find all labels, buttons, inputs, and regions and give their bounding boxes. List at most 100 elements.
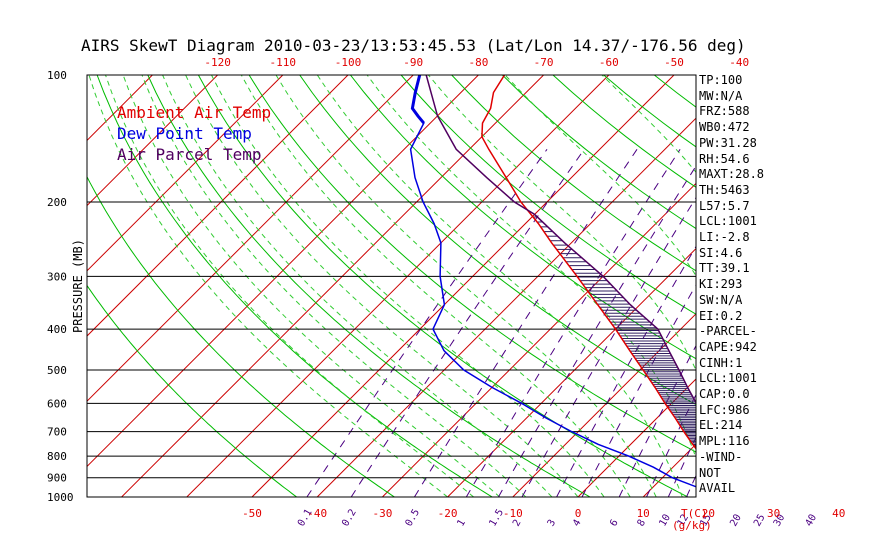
- dry-adiabat-line: [87, 284, 298, 497]
- legend: Ambient Air Temp Dew Point Temp Air Parc…: [117, 103, 271, 164]
- pressure-tick-label: 400: [47, 323, 67, 336]
- mixing-ratio-tick-label: 3: [546, 518, 559, 529]
- temp-tick-label-bottom: -20: [438, 507, 458, 520]
- stability-index-item: LCL:1001: [699, 371, 757, 386]
- mixing-ratio-tick-label: 25: [752, 513, 768, 529]
- pressure-tick-label: 1000: [47, 491, 74, 504]
- legend-ambient: Ambient Air Temp: [117, 103, 271, 122]
- temp-tick-label-top: -60: [599, 56, 619, 69]
- moist-adiabat-line: [504, 75, 696, 277]
- isotherm-line: [87, 75, 218, 207]
- moist-adiabat-line: [865, 75, 870, 497]
- stability-index-item: FRZ:588: [699, 104, 750, 119]
- parcel-line: [425, 75, 696, 405]
- dewpoint-line: [409, 75, 696, 488]
- stability-index-item: RH:54.6: [699, 151, 750, 166]
- mixing-ratio-line: [350, 149, 585, 497]
- legend-dewpoint: Dew Point Temp: [117, 124, 252, 143]
- mixing-ratio-line: [521, 196, 696, 497]
- mixing-ratio-tick-label: 6: [608, 518, 621, 529]
- stability-index-item: MPL:116: [699, 434, 750, 449]
- mixing-ratio-line: [306, 149, 548, 497]
- pressure-tick-label: 100: [47, 69, 67, 82]
- temp-tick-label-top: -50: [664, 56, 684, 69]
- temp-tick-label-bottom: 40: [832, 507, 845, 520]
- stability-index-item: TT:39.1: [699, 261, 750, 276]
- pressure-tick-label: 500: [47, 364, 67, 377]
- isotherm-line: [87, 75, 349, 337]
- isotherm-line: [87, 75, 284, 272]
- stability-index-item: SW:N/A: [699, 292, 743, 307]
- isotherm-line: [87, 75, 479, 468]
- temp-tick-label-top: -40: [729, 56, 749, 69]
- moist-adiabat-line: [211, 75, 605, 497]
- stability-index-item: EI:0.2: [699, 308, 743, 323]
- temp-tick-label-top: -80: [468, 56, 488, 69]
- stability-index-item: MW:N/A: [699, 88, 743, 103]
- temp-tick-label-top: -120: [204, 56, 231, 69]
- stability-index-item: L57:5.7: [699, 198, 750, 213]
- dry-adiabat-line: [248, 75, 696, 453]
- stability-index-item: CAPE:942: [699, 339, 757, 354]
- temp-tick-label-bottom: -10: [503, 507, 523, 520]
- background-grid: [87, 75, 870, 506]
- moist-adiabat-line: [316, 75, 683, 497]
- moist-adiabat-line: [366, 75, 696, 460]
- temp-tick-label-bottom: 0: [575, 507, 582, 520]
- stability-index-item: EL:214: [699, 418, 743, 433]
- stability-index-item: PW:31.28: [699, 135, 757, 150]
- dry-adiabat-line: [857, 75, 870, 506]
- mixing-ratio-line: [581, 283, 696, 497]
- dry-adiabat-line: [87, 175, 396, 497]
- chart-title: AIRS SkewT Diagram 2010-03-23/13:53:45.5…: [81, 36, 746, 55]
- stability-index-item: LFC:986: [699, 402, 750, 417]
- moist-adiabat-line: [141, 75, 527, 497]
- dry-adiabat-line: [400, 75, 696, 315]
- moist-adiabat-line: [122, 75, 501, 497]
- mixing-ratio-line: [465, 149, 681, 497]
- moist-adiabat-line: [275, 75, 657, 497]
- temp-tick-label-bottom: 10: [637, 507, 650, 520]
- isotherm-line: [577, 378, 696, 497]
- mixing-ratio-tick-label: 1: [455, 518, 468, 529]
- dry-adiabat-line: [350, 75, 696, 360]
- temp-tick-label-bottom: 20: [702, 507, 715, 520]
- dry-adiabat-line: [147, 75, 592, 497]
- dry-adiabat-line: [197, 75, 689, 497]
- ambient-temp-line: [481, 75, 696, 450]
- stability-index-item: LCL:1001: [699, 214, 757, 229]
- temp-tick-label-top: -90: [403, 56, 423, 69]
- isotherm-line: [87, 75, 414, 402]
- x-axis-label-mixing: (g/kg): [672, 519, 712, 532]
- dewpoint-upper-line: [410, 75, 425, 125]
- isotherm-line: [186, 75, 610, 497]
- y-axis-label: PRESSURE (MB): [71, 239, 85, 333]
- mixing-ratio-tick-label: 8: [636, 518, 649, 529]
- mixing-ratio-line: [497, 165, 696, 497]
- moist-adiabat-line: [824, 75, 848, 497]
- mixing-ratio-line: [763, 149, 870, 497]
- mixing-ratio-tick-label: 40: [804, 513, 820, 529]
- temp-tick-label-bottom: -50: [242, 507, 262, 520]
- dry-adiabat-line: [806, 75, 870, 506]
- isobar-lines: [87, 201, 696, 479]
- moist-adiabat-line: [88, 75, 448, 497]
- moist-adiabat-line: [240, 75, 631, 497]
- mixing-ratio-line: [618, 344, 696, 497]
- temp-tick-label-bottom: 30: [767, 507, 780, 520]
- mixing-ratio-tick-label: 12: [676, 513, 692, 529]
- stability-index-item: -PARCEL-: [699, 324, 757, 339]
- isotherm-line: [512, 313, 696, 497]
- temp-tick-label-top: -100: [335, 56, 362, 69]
- stability-index-item: LI:-2.8: [699, 230, 750, 244]
- mixing-ratio-tick-label: 20: [728, 513, 744, 529]
- moist-adiabat-line: [105, 75, 475, 497]
- x-axis-label-temp: T(C): [681, 507, 708, 520]
- temp-tick-label-bottom: -30: [372, 507, 392, 520]
- mixing-ratio-line: [667, 436, 696, 497]
- isotherm-line: [774, 75, 870, 497]
- mixing-ratio-tick-label: 15: [698, 513, 714, 529]
- isotherm-line: [251, 75, 675, 497]
- temp-tick-label-top: -110: [270, 56, 297, 69]
- stability-index-item: WB0:472: [699, 120, 750, 135]
